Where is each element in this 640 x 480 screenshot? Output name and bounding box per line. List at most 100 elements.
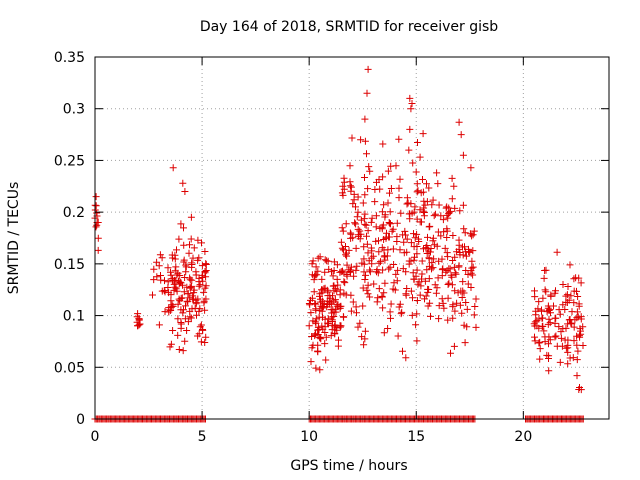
data-point (393, 277, 401, 285)
data-point (314, 341, 322, 349)
data-point (396, 246, 404, 254)
data-point (361, 191, 369, 199)
data-point (359, 302, 367, 310)
data-point (414, 187, 422, 195)
data-point (177, 220, 185, 228)
data-point (370, 280, 378, 288)
data-point (360, 215, 368, 223)
data-point (192, 268, 200, 276)
data-point (403, 285, 411, 292)
data-point (540, 327, 548, 335)
data-point (202, 261, 210, 268)
data-point (435, 201, 443, 209)
data-point (570, 337, 578, 345)
data-point (194, 236, 202, 244)
data-point (562, 298, 570, 306)
data-point (338, 224, 346, 232)
data-point (439, 265, 447, 273)
data-point (201, 284, 209, 292)
data-point (186, 284, 194, 292)
data-point (574, 313, 582, 321)
data-point (447, 271, 455, 279)
data-point (422, 292, 430, 300)
data-point (318, 304, 326, 312)
data-point (430, 212, 438, 220)
data-point (420, 212, 428, 220)
data-point (567, 292, 575, 300)
data-point (439, 299, 447, 307)
data-point (448, 195, 456, 203)
data-point (167, 297, 175, 305)
data-point (413, 215, 421, 223)
data-point (407, 239, 415, 247)
data-point (360, 268, 368, 276)
data-point (448, 174, 456, 182)
data-point (179, 281, 186, 289)
data-point (542, 266, 550, 274)
data-point (433, 242, 441, 250)
data-point (472, 323, 480, 331)
data-point (333, 261, 341, 269)
data-point (379, 173, 387, 181)
data-point (447, 207, 454, 215)
data-point (350, 190, 358, 198)
data-point (352, 244, 360, 252)
data-point (555, 323, 563, 331)
data-point (361, 327, 369, 335)
data-point (429, 234, 437, 242)
data-point (375, 176, 383, 184)
data-point (379, 221, 387, 229)
data-point (94, 246, 102, 254)
grid (95, 57, 609, 419)
data-point (567, 319, 575, 327)
data-point (459, 278, 467, 286)
data-point (451, 307, 459, 315)
data-point (150, 265, 158, 273)
data-point (450, 342, 458, 350)
data-point (449, 314, 457, 322)
data-point (413, 230, 421, 238)
data-point (443, 267, 451, 274)
data-point (420, 204, 428, 212)
data-point (556, 358, 564, 366)
data-point (334, 342, 342, 350)
data-point (403, 200, 411, 208)
data-point (157, 272, 164, 279)
data-point (328, 299, 336, 307)
data-point (336, 286, 344, 294)
data-point (181, 188, 189, 195)
data-point (566, 354, 574, 362)
data-point (413, 180, 421, 188)
data-point (361, 174, 368, 181)
data-point (545, 340, 552, 348)
data-point (366, 167, 374, 175)
data-point (472, 295, 480, 303)
data-point (198, 239, 205, 247)
data-point (183, 327, 191, 334)
data-point (542, 288, 550, 296)
data-point (167, 268, 174, 276)
data-point (574, 293, 582, 300)
data-point (150, 276, 158, 284)
data-point (158, 287, 166, 295)
data-point (362, 271, 369, 279)
data-point (467, 164, 475, 172)
data-point (200, 297, 208, 305)
data-point (428, 265, 435, 273)
data-point (360, 255, 368, 263)
data-point (375, 237, 382, 245)
data-point (469, 263, 477, 271)
data-point (384, 167, 392, 175)
data-point (426, 299, 434, 307)
data-point (340, 313, 348, 321)
data-point (339, 191, 347, 199)
data-point (363, 240, 371, 248)
data-point (419, 188, 427, 196)
data-point (378, 292, 386, 300)
data-point (195, 278, 203, 286)
data-point (410, 230, 417, 238)
plot-frame (94, 56, 610, 420)
data-point (316, 253, 324, 261)
data-point (413, 266, 421, 274)
data-point (563, 291, 571, 299)
